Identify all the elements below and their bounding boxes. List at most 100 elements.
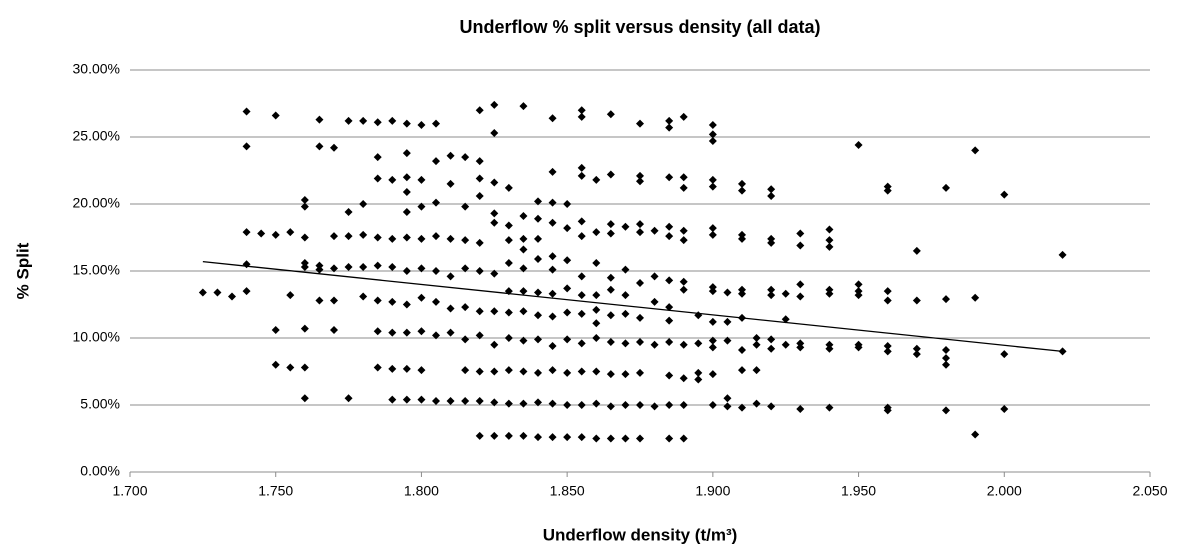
point — [679, 374, 688, 383]
point — [577, 217, 586, 226]
point — [548, 198, 557, 207]
point — [621, 309, 630, 318]
point — [534, 311, 542, 320]
point — [402, 187, 411, 196]
point — [417, 366, 426, 375]
point — [665, 116, 674, 125]
point — [417, 395, 426, 404]
point — [402, 300, 411, 309]
point — [388, 175, 397, 184]
point — [606, 338, 615, 347]
point — [796, 405, 805, 414]
point — [883, 406, 892, 415]
point — [402, 267, 411, 275]
point — [708, 130, 717, 139]
point — [708, 230, 717, 239]
point — [330, 232, 338, 241]
point — [519, 399, 528, 408]
point — [738, 234, 746, 243]
point — [373, 233, 382, 242]
point — [475, 396, 484, 405]
point — [577, 171, 586, 180]
point — [942, 183, 950, 192]
point — [592, 367, 601, 376]
point — [359, 116, 368, 125]
point — [519, 431, 528, 440]
point — [665, 123, 674, 132]
point — [592, 305, 601, 314]
point — [781, 340, 790, 349]
x-tick-label: 1.850 — [550, 483, 585, 499]
point — [417, 264, 426, 273]
point — [767, 238, 776, 247]
point — [708, 317, 717, 326]
point — [300, 394, 309, 403]
point — [534, 234, 542, 243]
point — [315, 265, 324, 274]
point — [432, 119, 440, 128]
point — [679, 285, 688, 294]
point — [723, 402, 732, 411]
point — [490, 340, 499, 349]
y-tick-label: 10.00% — [73, 329, 120, 345]
point — [548, 342, 557, 351]
x-tick-label: 1.800 — [404, 483, 439, 499]
point — [388, 297, 397, 306]
point — [650, 340, 659, 349]
point — [912, 344, 921, 353]
point — [417, 120, 426, 129]
point — [679, 173, 688, 182]
point — [330, 325, 338, 334]
point — [606, 311, 615, 320]
point — [592, 228, 601, 237]
point — [636, 177, 644, 186]
point — [432, 297, 440, 306]
point — [563, 256, 572, 265]
point — [708, 287, 717, 296]
point — [825, 236, 834, 245]
point — [636, 401, 644, 409]
point — [577, 309, 586, 318]
point — [577, 367, 586, 376]
point — [796, 241, 805, 250]
point — [344, 394, 353, 403]
point — [534, 197, 542, 206]
point — [665, 303, 674, 312]
point — [1058, 250, 1067, 259]
point — [432, 232, 440, 241]
point — [213, 288, 222, 297]
point — [286, 228, 295, 237]
point — [563, 335, 572, 344]
point — [490, 209, 499, 218]
point — [271, 325, 280, 334]
point — [300, 195, 309, 204]
point — [854, 141, 863, 150]
y-axis-label: % Split — [13, 242, 32, 299]
point — [504, 308, 513, 317]
point — [548, 289, 557, 298]
point — [228, 292, 236, 301]
point — [825, 403, 834, 412]
point — [504, 399, 513, 408]
point — [708, 370, 717, 379]
point — [796, 343, 805, 352]
point — [577, 339, 586, 348]
point — [767, 335, 776, 344]
point — [708, 137, 717, 146]
point — [679, 340, 688, 349]
point — [475, 367, 484, 376]
point — [752, 399, 761, 408]
point — [708, 336, 717, 345]
point — [475, 238, 484, 247]
point — [548, 114, 557, 123]
point — [679, 277, 688, 286]
point — [577, 291, 586, 300]
point — [432, 396, 440, 405]
point — [519, 307, 528, 316]
point — [738, 403, 746, 412]
point — [446, 234, 455, 243]
point — [300, 202, 309, 211]
point — [781, 315, 790, 324]
point — [300, 363, 309, 372]
point — [286, 363, 295, 372]
